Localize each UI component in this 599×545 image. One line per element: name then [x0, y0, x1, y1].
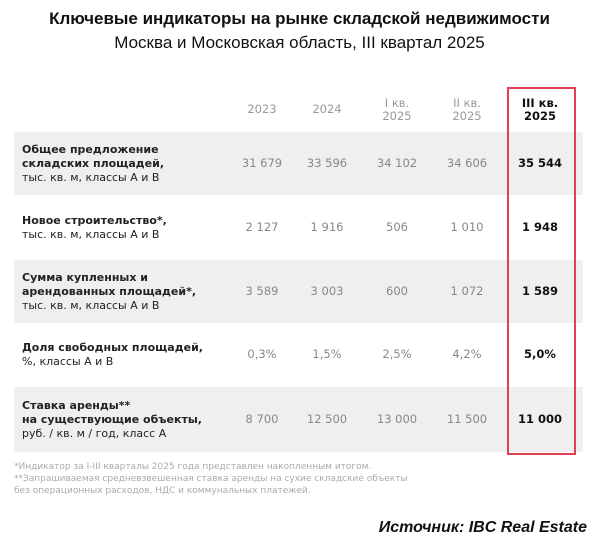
- row-label: Общее предложение складских площадей, тыс.…: [22, 143, 164, 185]
- column-header: 2023: [227, 103, 297, 116]
- cell-value: 13 000: [376, 411, 418, 426]
- column-header-line: 2023: [247, 102, 277, 116]
- cell-value: 8 700: [245, 411, 279, 426]
- row-label-line: Общее предложение: [22, 142, 159, 156]
- title: Ключевые индикаторы на рынке складской н…: [49, 9, 550, 28]
- cell-value: 1 916: [310, 219, 344, 234]
- row-label: Ставка аренды** на существующие объекты, р…: [22, 399, 202, 441]
- cell-value: 33 596: [306, 155, 348, 170]
- cell-value: 3 003: [310, 283, 344, 298]
- cell-value: 35 544: [517, 155, 562, 170]
- footnote: *Индикатор за I-III кварталы 2025 года п…: [14, 462, 372, 472]
- row-unit: тыс. кв. м, классы А и В: [22, 227, 160, 241]
- cell-value: 1 010: [450, 219, 484, 234]
- cell-value: 2,5%: [382, 347, 412, 361]
- cell-value: 34 606: [446, 155, 488, 170]
- column-header-line: 2025: [452, 109, 482, 123]
- column-header-line: 2024: [312, 102, 342, 116]
- cell-value: 11 500: [446, 411, 488, 426]
- row-unit: тыс. кв. м, классы А и В: [22, 298, 160, 312]
- cell-value: 5,0%: [524, 347, 556, 361]
- column-header: III кв. 2025: [505, 97, 575, 123]
- row-label: Доля свободных площадей,%, классы А и В: [22, 341, 203, 369]
- subtitle: Москва и Московская область, III квартал…: [114, 33, 485, 52]
- cell-value: 11 000: [517, 411, 562, 426]
- footnote: **Запрашиваемая средневзвешенная ставка …: [14, 474, 408, 484]
- cell-value: 12 500: [306, 411, 348, 426]
- cell-value: 1 072: [450, 283, 484, 298]
- table-row: [14, 260, 583, 323]
- row-label-line: Ставка аренды**: [22, 398, 131, 412]
- row-label: Новое строительство*, тыс. кв. м, классы …: [22, 214, 167, 242]
- cell-value: 600: [386, 283, 408, 298]
- cell-value: 1 948: [521, 219, 558, 234]
- table-row: [14, 132, 583, 195]
- cell-value: 1 589: [521, 283, 558, 298]
- source: Источник: IBC Real Estate: [378, 519, 587, 536]
- row-unit: руб. / кв. м / год, класс А: [22, 426, 167, 440]
- footnote: без операционных расходов, НДС и коммуна…: [14, 486, 311, 496]
- column-header-line: I кв.: [384, 96, 410, 110]
- cell-value: 34 102: [376, 155, 418, 170]
- column-header: I кв. 2025: [362, 97, 432, 123]
- column-header-line: 2025: [382, 109, 412, 123]
- cell-value: 1,5%: [312, 347, 342, 361]
- row-label-line: на существующие объекты,: [22, 412, 202, 426]
- cell-value: 506: [386, 219, 408, 234]
- row-label-line: арендованных площадей*,: [22, 284, 197, 298]
- row-label-line: Сумма купленных и: [22, 270, 149, 284]
- cell-value: 0,3%: [247, 347, 277, 361]
- row-label: Сумма купленных и арендованных площадей*,…: [22, 271, 196, 313]
- cell-value: 3 589: [245, 283, 279, 298]
- cell-value: 31 679: [241, 155, 283, 170]
- table-row: [14, 387, 583, 452]
- row-unit: %, классы А и В: [22, 355, 114, 368]
- row-unit: тыс. кв. м, классы А и В: [22, 170, 160, 184]
- row-label-line: складских площадей,: [22, 156, 164, 170]
- row-label-line: Новое строительство*,: [22, 213, 167, 227]
- cell-value: 2 127: [245, 219, 279, 234]
- cell-value: 4,2%: [452, 347, 482, 361]
- column-header: 2024: [292, 103, 362, 116]
- column-header-line: 2025: [523, 109, 556, 123]
- column-header: II кв. 2025: [432, 97, 502, 123]
- highlight-box: [507, 87, 576, 455]
- column-header-line: III кв.: [521, 96, 559, 110]
- row-label-line: Доля свободных площадей,: [22, 341, 203, 354]
- column-header-line: II кв.: [453, 96, 481, 110]
